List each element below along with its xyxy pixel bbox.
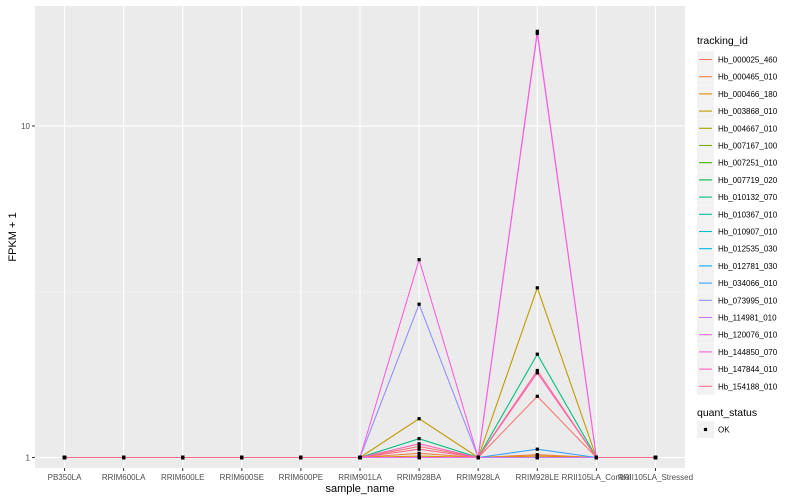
legend-label: Hb_007251_010 <box>718 159 778 168</box>
data-point <box>535 394 539 398</box>
data-point <box>535 286 539 290</box>
data-point <box>62 455 67 460</box>
data-point <box>417 302 421 306</box>
legend-label: Hb_004667_010 <box>718 124 778 133</box>
legend-title: tracking_id <box>697 35 748 47</box>
legend-label: Hb_007167_100 <box>718 142 778 151</box>
x-tick-label: RRIM600LE <box>161 473 205 482</box>
x-tick-label: RRIM600PE <box>279 473 323 482</box>
legend-label: Hb_007719_020 <box>718 176 778 185</box>
data-point <box>240 455 244 460</box>
legend-label: Hb_012535_030 <box>718 245 778 254</box>
data-point <box>417 442 421 446</box>
x-axis-title: sample_name <box>325 483 394 495</box>
data-point <box>535 31 539 36</box>
data-point <box>535 368 539 373</box>
y-axis-ticks: 1 10 <box>21 122 35 463</box>
x-tick-label: RRIM928LA <box>456 473 500 482</box>
x-tick-label: RRIM928LE <box>515 473 559 482</box>
legend-label: Hb_147844_010 <box>718 365 778 374</box>
x-tick-label: RRIM901LA <box>338 473 382 482</box>
data-point <box>535 447 539 451</box>
legend-label: Hb_144850_070 <box>718 348 778 357</box>
legend-label: Hb_012781_030 <box>718 262 778 271</box>
data-point <box>535 352 539 356</box>
legend-label: Hb_154188_010 <box>718 382 778 391</box>
data-point <box>417 437 421 441</box>
data-point <box>417 455 421 460</box>
x-tick-label: RRII105LA_Control <box>562 473 632 482</box>
y-tick-label: 10 <box>21 122 30 131</box>
data-point <box>417 444 421 449</box>
legend-label: Hb_000465_010 <box>718 73 778 82</box>
data-point <box>653 455 658 460</box>
data-point <box>535 371 539 375</box>
x-tick-label: RRII105LA_Stressed <box>618 473 693 482</box>
data-point <box>417 447 421 451</box>
x-tick-label: RRIM928BA <box>397 473 442 482</box>
legend-label: Hb_003868_010 <box>718 107 778 116</box>
data-point <box>476 455 480 460</box>
data-point <box>299 455 303 460</box>
data-point <box>122 455 126 460</box>
data-point <box>417 258 421 262</box>
legend-label: Hb_000466_180 <box>718 90 778 99</box>
data-point <box>535 29 539 33</box>
shape-legend-title: quant_status <box>697 407 757 419</box>
legend-label: Hb_010367_010 <box>718 210 778 219</box>
data-point <box>181 455 185 460</box>
y-tick-label: 1 <box>26 454 31 463</box>
x-axis-ticks: PB350LA RRIM600LA RRIM600LE RRIM600SE RRIM60… <box>48 468 693 482</box>
legend-label: Hb_010132_070 <box>718 193 778 202</box>
x-tick-label: RRIM600SE <box>220 473 264 482</box>
shape-legend-label: OK <box>718 426 730 435</box>
x-tick-label: RRIM600LA <box>102 473 146 482</box>
data-points <box>62 29 658 460</box>
legend-label: Hb_114981_010 <box>718 314 777 323</box>
legend-label: Hb_010907_010 <box>718 228 778 237</box>
data-point <box>358 455 362 460</box>
y-axis-title: FPKM + 1 <box>7 212 19 261</box>
shape-legend-swatch <box>703 427 708 432</box>
legend-label: Hb_034066_010 <box>718 279 778 288</box>
data-point <box>535 455 539 460</box>
legend-label: Hb_120076_010 <box>718 331 778 340</box>
data-point <box>417 451 421 455</box>
data-point <box>417 417 421 421</box>
x-tick-label: PB350LA <box>48 473 82 482</box>
legend-label: Hb_000025_460 <box>718 56 778 65</box>
data-point <box>594 455 598 460</box>
legend-label: Hb_073995_010 <box>718 296 778 305</box>
grid-major <box>35 6 685 468</box>
legend: tracking_id Hb_000025_460 Hb_000465_010 Hb… <box>697 35 778 438</box>
